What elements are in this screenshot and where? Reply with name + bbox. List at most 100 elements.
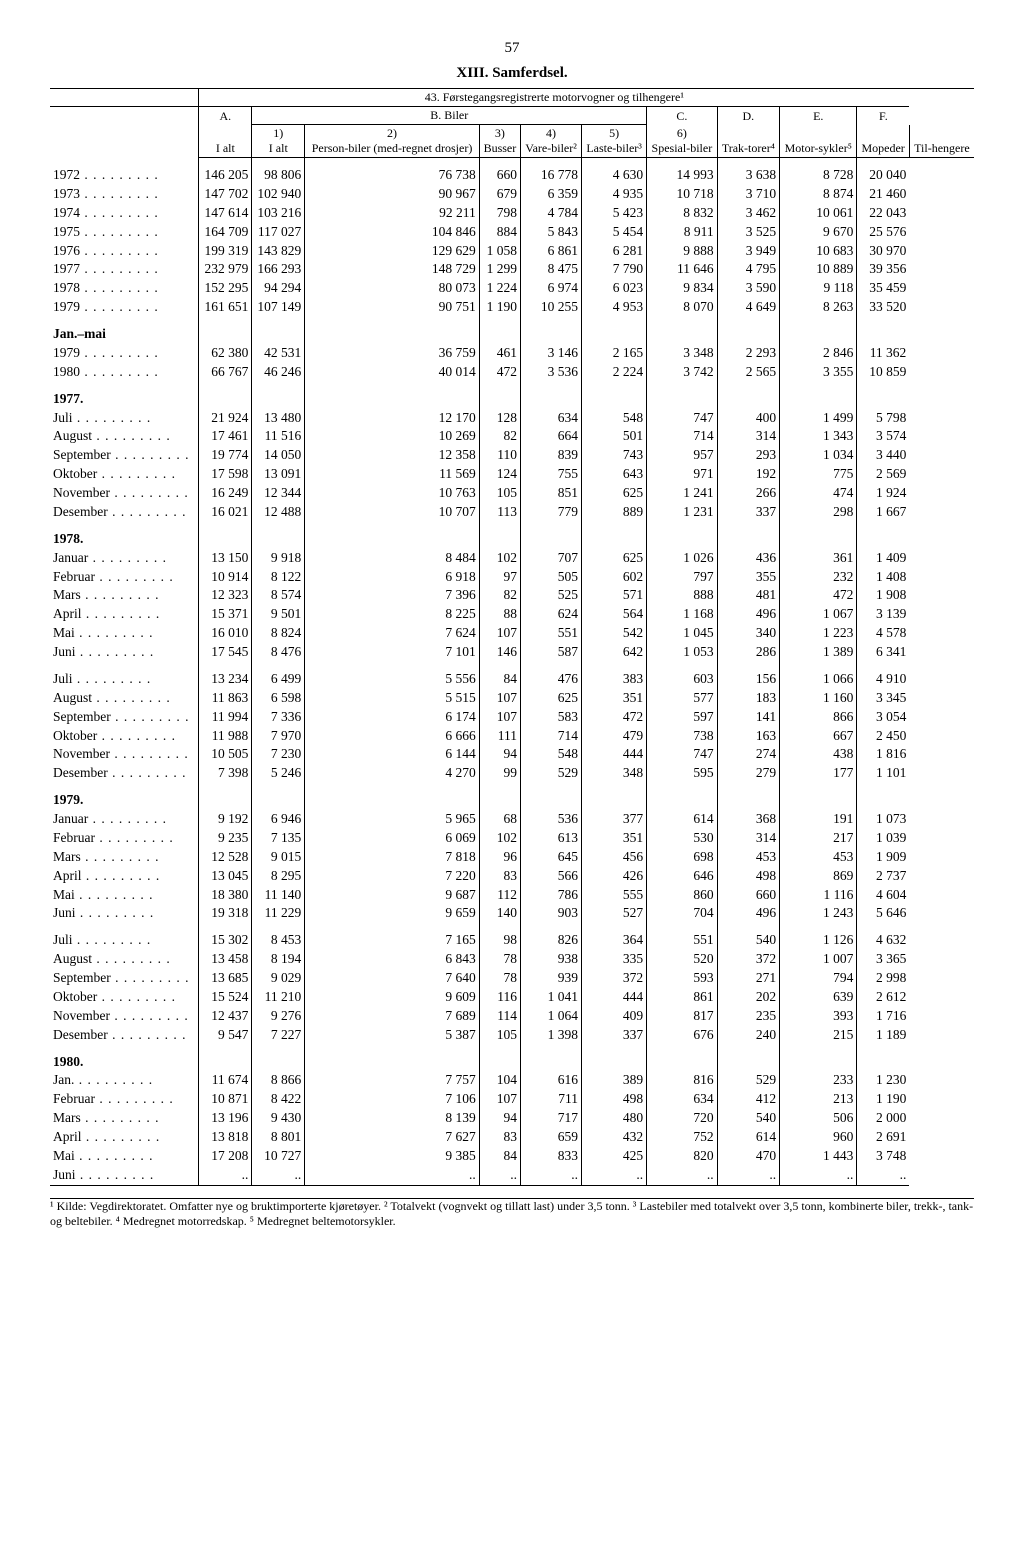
cell: 743 [582,446,647,465]
cell: 542 [582,624,647,643]
cell: 2 612 [857,988,909,1007]
cell: 102 [479,549,520,568]
cell: 9 501 [252,605,305,624]
cell: 147 702 [199,185,252,204]
cell: 83 [479,1128,520,1147]
cell: 11 988 [199,727,252,746]
cell: 779 [521,503,582,522]
cell: 16 010 [199,624,252,643]
cell: 8 484 [305,549,479,568]
col-B3: 3)Busser [479,125,520,158]
row-label: November [50,1007,199,1026]
table-row: November12 4379 2767 6891141 06440981723… [50,1007,974,1026]
cell: 8 476 [252,643,305,662]
cell: 714 [647,427,717,446]
table-row: Desember9 5477 2275 3871051 398337676240… [50,1026,974,1045]
cell: 2 998 [857,969,909,988]
cell: 88 [479,605,520,624]
cell: 555 [582,886,647,905]
cell: 603 [647,670,717,689]
table-row: Mai18 38011 1409 6871127865558606601 116… [50,886,974,905]
col-C-sub: Trak-torer⁴ [717,125,780,158]
cell: 5 387 [305,1026,479,1045]
table-row: Juni.................... [50,1166,974,1185]
cell: 525 [521,586,582,605]
row-label: September [50,446,199,465]
cell: 505 [521,568,582,587]
cell: 102 940 [252,185,305,204]
cell: 33 520 [857,298,909,317]
table-row: September13 6859 0297 640789393725932717… [50,969,974,988]
cell: 12 528 [199,848,252,867]
cell: 1 908 [857,586,909,605]
cell: 372 [717,950,780,969]
cell: 613 [521,829,582,848]
cell: 8 263 [780,298,857,317]
cell: 1 041 [521,988,582,1007]
cell: 960 [780,1128,857,1147]
cell: 426 [582,867,647,886]
cell: 35 459 [857,279,909,298]
cell: 2 737 [857,867,909,886]
cell: 6 843 [305,950,479,969]
col-A-sub: I alt [199,125,252,158]
row-label: 1980 [50,363,199,382]
cell: 866 [780,708,857,727]
row-label: Mars [50,1109,199,1128]
cell: 3 146 [521,344,582,363]
cell: 99 [479,764,520,783]
cell: 8 225 [305,605,479,624]
cell: 163 [717,727,780,746]
cell: 7 106 [305,1090,479,1109]
chapter-title: XIII. Samferdsel. [50,65,974,82]
cell: 1 241 [647,484,717,503]
cell: 851 [521,484,582,503]
cell: 643 [582,465,647,484]
cell: 614 [647,810,717,829]
cell: 720 [647,1109,717,1128]
cell: 8 824 [252,624,305,643]
cell: 90 967 [305,185,479,204]
cell: 501 [582,427,647,446]
cell: 520 [647,950,717,969]
cell: 498 [582,1090,647,1109]
cell: 3 139 [857,605,909,624]
cell: 10 505 [199,745,252,764]
cell: 17 461 [199,427,252,446]
cell: 13 458 [199,950,252,969]
cell: 797 [647,568,717,587]
cell: 667 [780,727,857,746]
table-row: 1976199 319143 829129 6291 0586 8616 281… [50,242,974,261]
cell: 1 034 [780,446,857,465]
cell: 6 174 [305,708,479,727]
cell: 474 [780,484,857,503]
cell: 5 454 [582,223,647,242]
cell: 112 [479,886,520,905]
cell: 571 [582,586,647,605]
cell: 13 818 [199,1128,252,1147]
cell: 2 565 [717,363,780,382]
row-label: Desember [50,503,199,522]
cell: 602 [582,568,647,587]
cell: 8 832 [647,204,717,223]
cell: 645 [521,848,582,867]
cell: 21 924 [199,409,252,428]
row-label: Februar [50,568,199,587]
cell: 1 067 [780,605,857,624]
row-label: 1977 [50,260,199,279]
cell: 614 [717,1128,780,1147]
row-label: 1975 [50,223,199,242]
cell: 453 [780,848,857,867]
cell: 711 [521,1090,582,1109]
cell: 472 [780,586,857,605]
cell: 3 710 [717,185,780,204]
cell: 9 888 [647,242,717,261]
cell: 94 [479,1109,520,1128]
section-header: 1978. [50,530,974,549]
cell: 83 [479,867,520,886]
col-B4: 4)Vare-biler² [521,125,582,158]
cell: 2 569 [857,465,909,484]
cell: 6 069 [305,829,479,848]
table-row: August13 4588 1946 843789383355203721 00… [50,950,974,969]
cell: 177 [780,764,857,783]
